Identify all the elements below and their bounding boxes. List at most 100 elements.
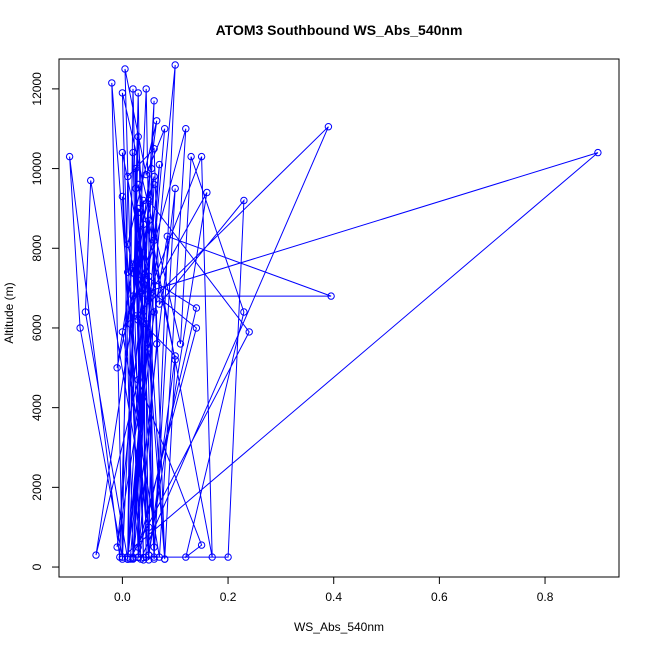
data-point — [134, 376, 142, 384]
data-point — [142, 170, 150, 179]
chart-title: ATOM3 Southbound WS_Abs_540nm — [216, 22, 463, 38]
data-point — [134, 553, 142, 561]
data-point — [150, 543, 158, 551]
x-tick-label: 0.2 — [220, 590, 237, 604]
data-point — [145, 196, 153, 205]
data-point — [118, 148, 127, 157]
data-point — [134, 204, 142, 213]
data-point — [137, 288, 145, 296]
data-point — [131, 312, 140, 320]
data-point — [594, 148, 602, 157]
data-point — [145, 344, 153, 352]
data-point — [182, 553, 190, 561]
data-point — [147, 288, 156, 296]
data-point — [129, 148, 137, 157]
data-point — [139, 312, 148, 320]
x-tick-label: 0.6 — [431, 590, 448, 604]
data-point — [240, 196, 248, 205]
data-point — [113, 543, 121, 551]
data-point — [65, 152, 74, 161]
data-point — [129, 553, 137, 561]
data-point — [87, 176, 95, 185]
y-tick-label: 0 — [30, 563, 44, 570]
data-point — [134, 133, 142, 141]
data-point — [171, 184, 179, 193]
data-point — [197, 541, 206, 549]
data-point — [118, 328, 127, 336]
data-point — [134, 89, 142, 97]
data-point — [240, 308, 248, 316]
data-point — [327, 292, 335, 300]
data-point — [161, 555, 169, 563]
data-point — [203, 188, 211, 197]
series-layer — [65, 61, 602, 564]
data-point — [155, 160, 164, 169]
data-point — [139, 196, 148, 205]
data-point — [92, 551, 100, 559]
data-point — [153, 340, 161, 348]
data-point — [134, 316, 142, 324]
data-point — [192, 324, 201, 332]
data-point — [245, 328, 253, 336]
x-axis: 0.0 0.2 0.4 0.6 0.8 — [114, 576, 554, 604]
data-point — [192, 304, 201, 312]
data-point — [163, 232, 172, 241]
data-point — [76, 324, 84, 332]
data-point — [137, 396, 145, 404]
data-point — [126, 320, 135, 328]
data-point — [182, 125, 190, 133]
data-point — [197, 152, 206, 161]
y-tick-label: 2000 — [30, 474, 44, 501]
data-point — [129, 555, 137, 563]
y-tick-label: 8000 — [30, 235, 44, 262]
y-tick-label: 12000 — [30, 72, 44, 106]
data-point — [139, 280, 148, 288]
data-point — [134, 180, 142, 189]
x-axis-label: WS_Abs_540nm — [294, 620, 384, 634]
data-point — [81, 308, 90, 316]
data-point — [129, 260, 137, 268]
data-point — [208, 553, 216, 561]
data-point — [171, 352, 179, 360]
data-point — [150, 236, 158, 245]
data-point — [134, 276, 142, 284]
data-point — [129, 85, 137, 93]
x-tick-label: 0.0 — [114, 590, 131, 604]
y-axis: 0 2000 4000 6000 8000 10000 12000 — [30, 72, 60, 570]
data-point — [129, 292, 137, 300]
data-point — [131, 184, 140, 193]
data-point — [171, 356, 179, 364]
data-point — [153, 117, 161, 125]
data-point — [139, 220, 148, 229]
data-point — [124, 268, 132, 276]
data-point — [161, 125, 169, 133]
data-point — [118, 192, 127, 201]
data-point — [176, 340, 185, 348]
data-point — [224, 553, 232, 561]
data-point — [142, 85, 150, 93]
data-point — [147, 164, 156, 173]
data-point — [187, 152, 195, 161]
data-point — [134, 208, 142, 217]
data-point — [118, 555, 127, 563]
y-tick-label: 4000 — [30, 394, 44, 421]
data-point — [324, 123, 333, 131]
x-tick-label: 0.8 — [537, 590, 554, 604]
data-point — [150, 97, 158, 105]
y-tick-label: 6000 — [30, 314, 44, 341]
data-point — [118, 553, 127, 561]
data-point — [124, 240, 132, 249]
data-point — [145, 216, 153, 225]
data-point — [121, 65, 129, 73]
data-point — [155, 300, 164, 308]
y-tick-label: 10000 — [30, 152, 44, 186]
data-point — [129, 264, 137, 272]
data-point — [171, 61, 179, 69]
data-point — [131, 164, 140, 173]
data-point — [150, 308, 158, 316]
data-point — [150, 172, 158, 181]
data-point — [124, 172, 132, 181]
data-point — [145, 272, 153, 280]
data-point — [150, 180, 158, 189]
data-point — [150, 145, 158, 153]
